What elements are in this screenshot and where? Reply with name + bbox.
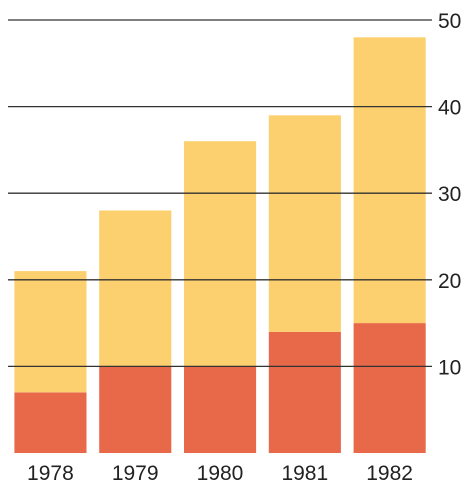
- x-tick-label-1982: 1982: [366, 462, 413, 485]
- bar-1979-segment-1: [99, 366, 171, 453]
- y-tick-label-30: 30: [438, 183, 461, 206]
- bar-1978-segment-1: [14, 392, 86, 453]
- x-tick-label-1981: 1981: [281, 462, 328, 485]
- x-tick-labels: 1978 1979 1980 1981 1982: [27, 462, 413, 485]
- x-tick-label-1979: 1979: [112, 462, 159, 485]
- bar-1981-segment-1: [269, 332, 341, 453]
- bar-1978-segment-2: [14, 271, 86, 392]
- y-tick-label-10: 10: [438, 356, 461, 379]
- bar-1982-segment-1: [354, 323, 426, 453]
- bars-group: [14, 37, 425, 453]
- y-tick-labels: 10 20 30 40 50: [438, 10, 461, 379]
- bar-1981-segment-2: [269, 115, 341, 331]
- bar-1980-segment-2: [184, 141, 256, 366]
- y-tick-label-20: 20: [438, 270, 461, 293]
- y-tick-label-40: 40: [438, 97, 461, 120]
- bar-1979-segment-2: [99, 211, 171, 367]
- x-tick-label-1978: 1978: [27, 462, 74, 485]
- bar-1980-segment-1: [184, 366, 256, 453]
- x-tick-label-1980: 1980: [197, 462, 244, 485]
- y-tick-label-50: 50: [438, 10, 461, 33]
